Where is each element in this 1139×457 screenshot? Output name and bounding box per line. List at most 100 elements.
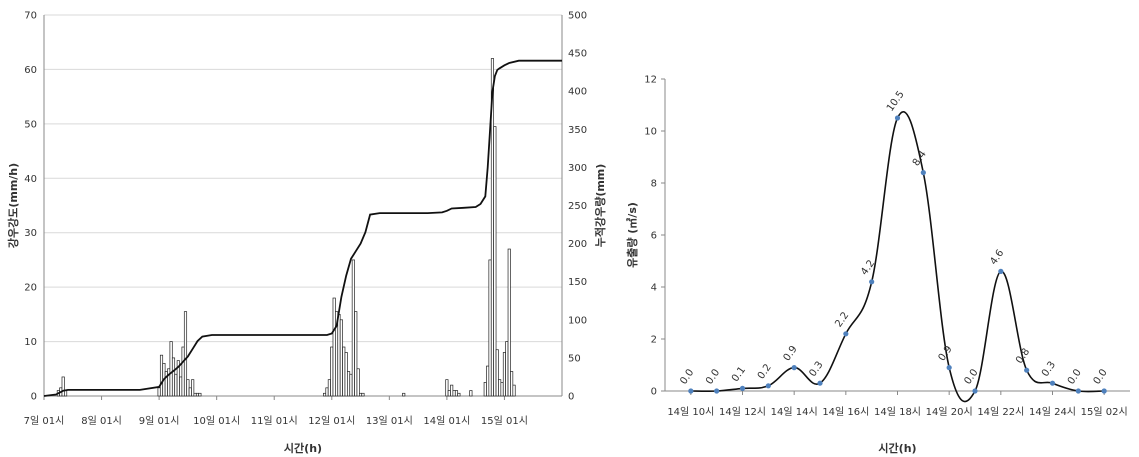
rain-bar [325, 387, 329, 397]
x-tick-label: 11일 01시 [251, 415, 298, 427]
runoff-point [946, 365, 952, 371]
data-label: 4.6 [988, 248, 1006, 267]
data-label: 4.2 [859, 258, 877, 277]
rain-bar [339, 319, 343, 397]
rain-bar [454, 390, 459, 397]
y-right-tick-label: 400 [568, 87, 587, 98]
y-right-tick-label: 0 [568, 392, 574, 403]
rain-bar [330, 346, 334, 397]
runoff-point [869, 279, 875, 285]
rain-bar [500, 382, 504, 397]
rain-bar [342, 346, 346, 397]
runoff-point [1049, 380, 1056, 386]
rain-bar [349, 373, 353, 397]
data-label: 0.2 [756, 362, 774, 381]
y-left-tick-label: 30 [24, 228, 37, 239]
y-left-tick-label: 40 [24, 174, 37, 185]
runoff-point [920, 170, 926, 176]
rain-bar [486, 365, 490, 397]
data-label: 0.3 [807, 360, 825, 379]
x-tick-label: 15일 02시 [1081, 406, 1128, 418]
x-tick-label: 14일 12시 [719, 406, 766, 418]
x-axis-label: 시간(h) [284, 441, 322, 455]
rain-bar [452, 390, 456, 397]
rain-bar [344, 352, 348, 397]
runoff-line [690, 111, 1105, 403]
rain-bar [507, 248, 511, 397]
rain-bar [159, 354, 164, 397]
data-label: 0.0 [1066, 367, 1084, 386]
rain-bar [361, 392, 365, 397]
rain-bar [61, 376, 65, 397]
y-right-axis-label: 누적강우량(mm) [593, 164, 607, 248]
x-tick-label: 14일 16시 [822, 406, 869, 418]
y-right-tick-label: 250 [568, 201, 587, 212]
runoff-point [817, 380, 823, 386]
runoff-point [739, 385, 746, 391]
rain-bar [179, 376, 183, 397]
x-tick-label: 10일 01시 [193, 415, 240, 427]
data-label: 2.2 [833, 310, 851, 329]
rain-bar [359, 392, 363, 397]
rain-bar [402, 392, 406, 397]
x-tick-label: 14일 01시 [423, 415, 470, 427]
rain-bar [198, 392, 202, 397]
data-label: 10.5 [885, 89, 907, 114]
rain-bar [495, 349, 499, 397]
x-tick-label: 14일 14시 [771, 406, 818, 418]
y-right-tick-label: 100 [568, 315, 587, 326]
rain-bar [174, 373, 178, 397]
runoff-point [1075, 388, 1081, 394]
runoff-point [1024, 367, 1030, 373]
runoff-point [972, 388, 978, 394]
y-tick-label: 0 [651, 387, 657, 398]
rain-bar [469, 390, 473, 397]
x-tick-label: 14일 24시 [1029, 406, 1076, 418]
y-tick-label: 2 [651, 335, 657, 346]
y-tick-label: 12 [644, 75, 657, 86]
y-tick-label: 4 [651, 283, 657, 294]
y-tick-label: 8 [651, 179, 657, 190]
rain-bar [157, 387, 161, 397]
rain-bar [167, 368, 171, 397]
y-tick-label: 10 [644, 127, 657, 138]
y-right-tick-label: 300 [568, 163, 587, 174]
rain-bar [327, 379, 331, 397]
rain-bar [64, 390, 68, 397]
rain-bar [512, 384, 516, 397]
runoff-chart: 0 2 4 6 8 10 12 14일 10시 14일 12시 14일 14시 14일 16시 14일… [625, 75, 1130, 455]
runoff-point [998, 268, 1004, 274]
x-tick-label: 14일 10시 [667, 406, 714, 418]
runoff-point [1101, 388, 1107, 394]
runoff-point [714, 388, 720, 394]
y-right-tick-label: 50 [568, 353, 581, 364]
rain-bar [191, 379, 195, 397]
runoff-point [843, 331, 849, 337]
cumulative-rainfall-line [43, 59, 562, 397]
rain-bar [188, 387, 192, 397]
rain-bar [171, 357, 176, 397]
y-left-tick-label: 50 [24, 119, 37, 130]
rain-bar [457, 392, 461, 397]
rain-bar [447, 390, 451, 397]
y-right-tick-label: 450 [568, 49, 587, 60]
rain-bar [505, 341, 509, 397]
y-left-tick-label: 20 [24, 283, 37, 294]
rain-bar [356, 368, 360, 397]
y-left-tick-label: 60 [24, 65, 37, 76]
data-label: 0.8 [1014, 347, 1032, 366]
data-label: 0.9 [782, 344, 800, 363]
rain-bar [483, 382, 487, 397]
runoff-point [765, 383, 771, 389]
y-left-tick-label: 0 [31, 392, 37, 403]
x-tick-label: 9일 01시 [139, 415, 180, 427]
rain-bar [169, 341, 173, 397]
y-tick-label: 6 [651, 231, 657, 242]
runoff-point [894, 115, 901, 121]
y-left-axis-label: 강우강도(mm/h) [6, 163, 20, 248]
rain-bar [332, 297, 336, 397]
x-axis-label: 시간(h) [878, 441, 916, 455]
rain-bar [347, 371, 351, 397]
x-tick-label: 8일 01시 [81, 415, 122, 427]
